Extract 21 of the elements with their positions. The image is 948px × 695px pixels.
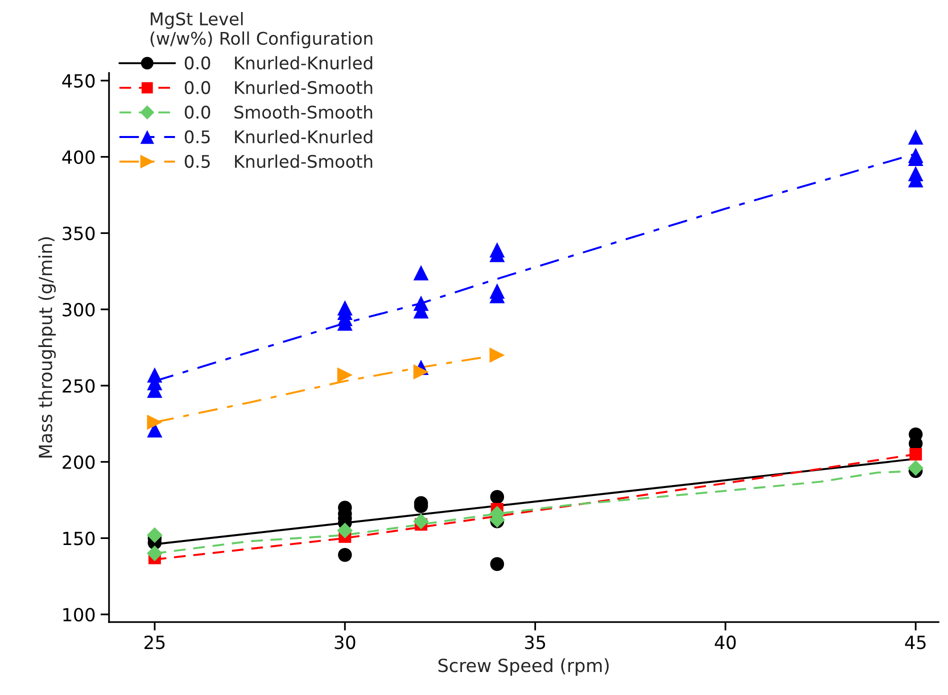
x-tick-label: 35 <box>525 636 546 650</box>
x-tick-label: 30 <box>334 636 356 650</box>
legend-label: 0.0 Knurled-Knurled <box>184 56 372 70</box>
y-tick-label: 100 <box>63 608 95 622</box>
legend-label: 0.5 Knurled-Smooth <box>184 154 372 168</box>
y-tick-label: 400 <box>62 150 95 164</box>
legend-label: 0.5 Knurled-Knurled <box>184 130 372 144</box>
y-tick-label: 450 <box>62 74 95 88</box>
y-tick-label: 150 <box>63 532 95 546</box>
y-axis-title: Mass throughput (g/min) <box>38 237 56 458</box>
x-tick-label: 40 <box>714 636 736 650</box>
y-tick-label: 300 <box>62 302 95 316</box>
y-tick-label: 250 <box>62 379 95 393</box>
legend-label: 0.0 Knurled-Smooth <box>184 80 372 94</box>
x-tick-label: 45 <box>905 636 926 650</box>
legend-title: MgSt Level (w/w%) Roll Configuration <box>150 12 372 48</box>
x-axis-title: Screw Speed (rpm) <box>438 658 609 676</box>
y-tick-label: 200 <box>62 455 95 469</box>
legend-label: 0.0 Smooth-Smooth <box>184 105 372 119</box>
y-tick-label: 350 <box>62 226 95 240</box>
x-tick-label: 25 <box>144 636 165 650</box>
